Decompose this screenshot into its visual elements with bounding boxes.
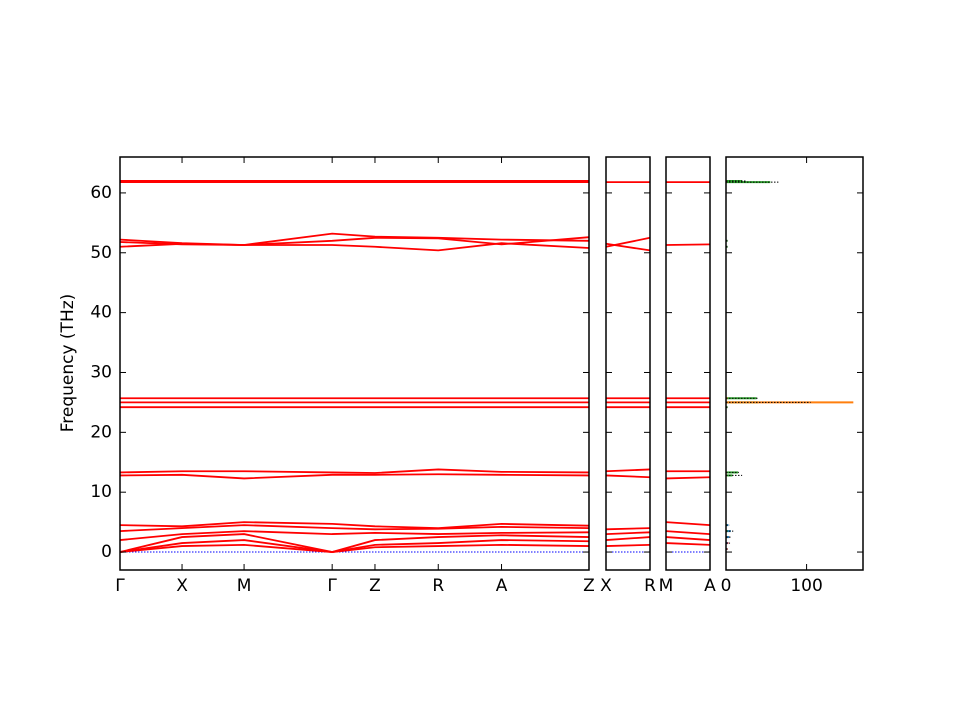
band-line [605,236,651,248]
x-tick-label: R [644,576,656,596]
band-line [119,530,590,541]
band-line [665,243,711,246]
y-tick-label: 40 [90,303,112,323]
band-line [119,521,590,530]
band-line [605,543,651,547]
x-tick-label: Z [583,576,595,596]
band-line [119,232,590,246]
x-tick-label: Γ [327,576,337,596]
x-tick-label: M [237,576,252,596]
y-tick-label: 10 [90,482,112,502]
x-tick-label: 100 [790,576,822,596]
x-tick-label: A [496,576,508,596]
band-line [665,530,711,535]
plot-frame [725,156,864,571]
x-tick-label: R [432,576,444,596]
y-tick-label: 60 [90,183,112,203]
band-line [665,536,711,541]
band-line [119,473,590,480]
band-line [119,543,590,553]
band-line [605,474,651,479]
band-line [605,527,651,531]
y-tick-label: 50 [90,243,112,263]
band-line [665,542,711,546]
plot-frame [605,156,651,571]
band-line [119,539,590,553]
y-tick-label: 30 [90,362,112,382]
band-line [119,524,590,532]
x-tick-label: X [600,576,612,596]
band-line [605,468,651,473]
band-line [665,521,711,527]
plot-frame [665,156,711,571]
x-tick-label: 0 [721,576,732,596]
band-line [665,476,711,480]
plot-frame [119,156,590,571]
x-tick-label: X [176,576,188,596]
x-tick-label: A [704,576,716,596]
y-tick-label: 20 [90,422,112,442]
band-line [119,533,590,553]
y-axis-label: Frequency (THz) [58,294,78,433]
band-line [605,536,651,541]
band-line [119,468,590,474]
x-tick-label: M [659,576,674,596]
band-line [119,236,590,246]
band-line [605,531,651,535]
x-tick-label: Z [369,576,381,596]
x-tick-label: Γ [115,576,125,596]
y-tick-label: 0 [101,542,112,562]
